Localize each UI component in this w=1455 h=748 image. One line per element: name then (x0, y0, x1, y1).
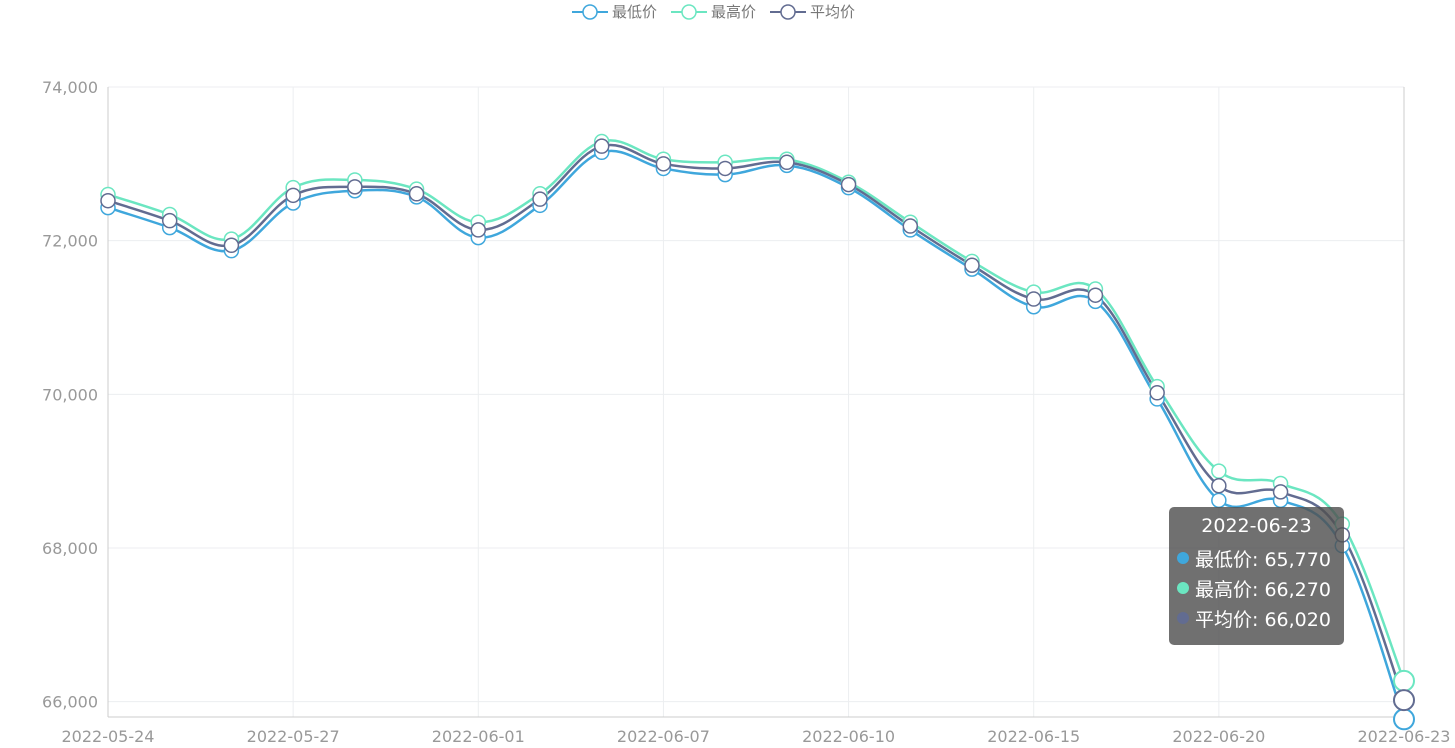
tooltip-dot-avg-icon (1177, 612, 1189, 624)
x-tick-label: 2022-05-27 (247, 727, 340, 744)
data-point-avg (902, 218, 919, 234)
data-point-avg (1393, 689, 1415, 712)
tooltip-dot-max-icon (1177, 582, 1189, 594)
tooltip-text-min: 最低价: 65,770 (1195, 548, 1331, 571)
tooltip: 2022-06-23 最低价: 65,770 最高价: 66,270 平均价: … (1169, 507, 1344, 645)
x-tick-label: 2022-06-23 (1358, 727, 1451, 744)
data-point-avg (779, 154, 795, 171)
data-point-avg (285, 187, 301, 204)
tooltip-row-min: 最低价: 65,770 (1177, 543, 1336, 573)
legend-marker-min-icon (572, 3, 608, 20)
data-point-avg (840, 176, 857, 193)
legend-label-min: 最低价 (612, 3, 658, 21)
x-tick-label: 2022-06-15 (987, 727, 1080, 744)
legend-item-min[interactable]: 最低价 (572, 1, 657, 22)
x-tick-label: 2022-05-24 (62, 727, 155, 744)
data-point-avg (1149, 385, 1165, 401)
data-point-min (1393, 708, 1415, 731)
y-tick-label: 74,000 (42, 78, 98, 97)
x-tick-label: 2022-06-01 (432, 727, 525, 744)
chart-legend: 最低价 最高价 平均价 (572, 1, 855, 22)
x-tick-label: 2022-06-10 (802, 727, 895, 744)
data-point-avg (408, 186, 425, 202)
legend-marker-max-icon (671, 3, 708, 20)
data-point-avg (593, 138, 610, 154)
data-point-max (1211, 463, 1227, 479)
tooltip-dot-min-icon (1177, 552, 1189, 564)
legend-label-max: 最高价 (711, 3, 757, 21)
legend-label-avg: 平均价 (810, 3, 856, 21)
tooltip-row-avg: 平均价: 66,020 (1177, 603, 1336, 633)
data-point-min (1211, 492, 1227, 509)
data-point-avg (1087, 287, 1104, 303)
legend-marker-avg-icon (770, 3, 807, 20)
legend-item-avg[interactable]: 平均价 (770, 1, 855, 22)
data-point-avg (100, 192, 116, 209)
data-point-avg (161, 212, 178, 229)
y-tick-label: 70,000 (42, 385, 98, 404)
data-point-avg (223, 237, 240, 254)
tooltip-title: 2022-06-23 (1201, 515, 1312, 537)
data-point-max (1393, 669, 1415, 692)
data-point-avg (964, 257, 980, 273)
tooltip-text-avg: 平均价: 66,020 (1195, 608, 1331, 631)
tooltip-text-max: 最高价: 66,270 (1195, 578, 1331, 601)
data-point-avg (655, 156, 672, 172)
data-point-avg (470, 222, 487, 238)
data-point-avg (1025, 291, 1042, 307)
y-tick-label: 68,000 (42, 539, 98, 558)
data-point-avg (1211, 477, 1227, 494)
x-tick-label: 2022-06-20 (1172, 727, 1265, 744)
y-tick-label: 72,000 (42, 232, 98, 251)
x-tick-label: 2022-06-07 (617, 727, 710, 744)
tooltip-row-max: 最高价: 66,270 (1177, 573, 1336, 603)
legend-item-max[interactable]: 最高价 (671, 1, 756, 22)
data-point-avg (1272, 484, 1289, 500)
y-tick-label: 66,000 (42, 693, 98, 712)
data-point-avg (532, 191, 548, 207)
data-point-avg (347, 179, 363, 195)
data-point-avg (717, 160, 733, 177)
